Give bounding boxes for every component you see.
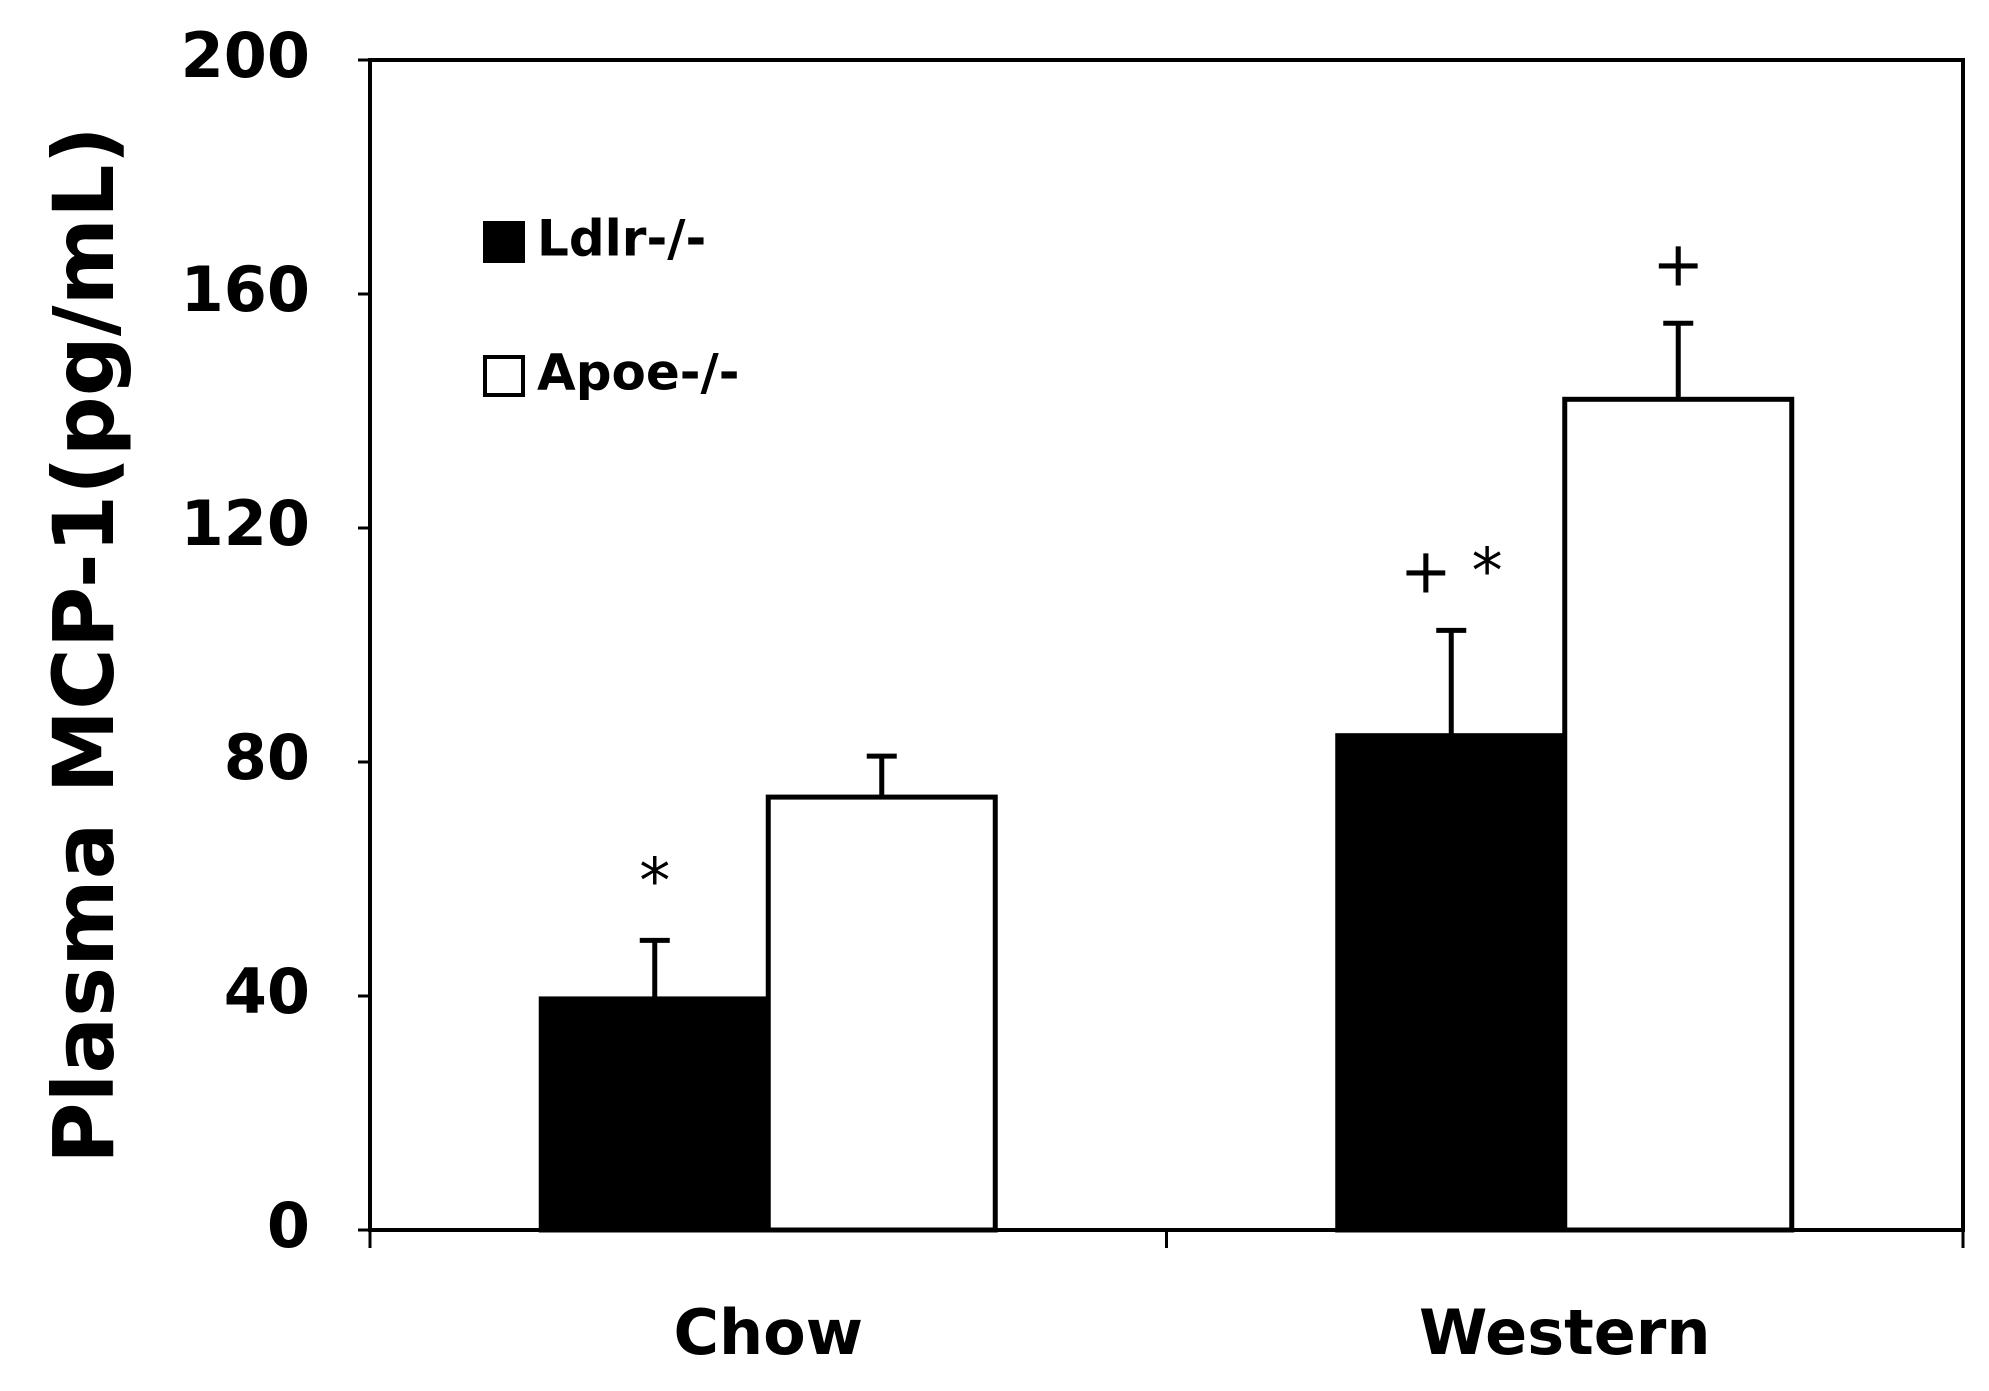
y-tick-label: 160 xyxy=(181,253,310,326)
bar xyxy=(538,996,771,1233)
legend-label: Ldlr-/- xyxy=(537,210,706,268)
bar xyxy=(765,794,998,1233)
x-tick-label: Western xyxy=(1419,1296,1711,1369)
y-tick-label: 120 xyxy=(181,487,310,560)
significance-mark: + * xyxy=(1400,534,1503,607)
legend-marker xyxy=(483,221,525,263)
bar xyxy=(1335,733,1568,1233)
legend-marker xyxy=(483,355,525,397)
y-tick-label: 200 xyxy=(181,19,310,92)
significance-mark: * xyxy=(639,845,670,918)
y-axis-label: Plasma MCP-1(pg/mL) xyxy=(35,126,133,1164)
x-tick-label: Chow xyxy=(673,1296,863,1369)
y-tick-label: 0 xyxy=(267,1189,310,1262)
y-tick-label: 80 xyxy=(224,721,310,794)
bar xyxy=(1562,396,1795,1233)
y-tick-label: 40 xyxy=(224,955,310,1028)
significance-mark: + xyxy=(1652,227,1704,300)
legend-label: Apoe-/- xyxy=(537,344,740,402)
